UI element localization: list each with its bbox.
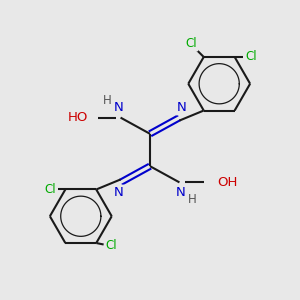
Text: N: N [176,186,186,199]
Text: N: N [114,101,124,114]
Text: N: N [114,186,124,199]
Text: Cl: Cl [186,37,197,50]
Text: Cl: Cl [106,239,117,253]
Text: OH: OH [218,176,238,189]
Text: H: H [188,193,197,206]
Text: Cl: Cl [44,183,56,196]
Text: N: N [177,101,186,114]
Text: Cl: Cl [245,50,257,64]
Text: HO: HO [68,111,88,124]
Text: H: H [103,94,112,107]
